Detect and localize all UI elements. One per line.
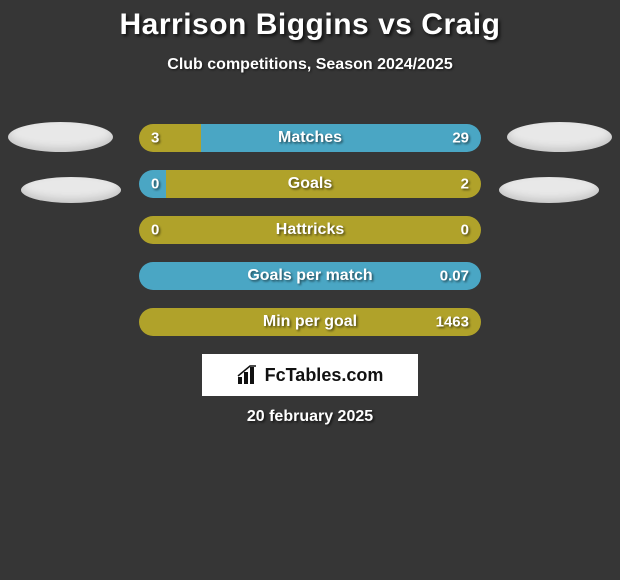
brand-logo[interactable]: FcTables.com xyxy=(202,354,418,396)
stat-label: Hattricks xyxy=(276,221,344,239)
player1-name: Harrison Biggins xyxy=(120,8,370,41)
stat-bar-goals: 0 Goals 2 xyxy=(139,170,481,198)
stats-bars: 3 Matches 29 0 Goals 2 0 Hattricks 0 Goa… xyxy=(139,124,481,354)
vs-text: vs xyxy=(378,8,412,41)
stat-left-value: 0 xyxy=(151,222,159,239)
stat-bar-hattricks: 0 Hattricks 0 xyxy=(139,216,481,244)
player1-photo-placeholder-small xyxy=(21,177,121,203)
stat-right-value: 2 xyxy=(461,176,469,193)
comparison-title: Harrison Biggins vs Craig xyxy=(0,0,620,42)
stat-label: Goals xyxy=(288,175,332,193)
stat-bar-min-per-goal: Min per goal 1463 xyxy=(139,308,481,336)
player2-name: Craig xyxy=(421,8,500,41)
player2-photo-placeholder-small xyxy=(499,177,599,203)
footer-date: 20 february 2025 xyxy=(0,408,620,426)
stat-left-value: 3 xyxy=(151,130,159,147)
stat-bar-goals-per-match: Goals per match 0.07 xyxy=(139,262,481,290)
stat-left-value: 0 xyxy=(151,176,159,193)
player2-photo-placeholder-large xyxy=(507,122,612,152)
bar-chart-icon xyxy=(237,365,259,385)
stat-label: Matches xyxy=(278,129,342,147)
stat-label: Min per goal xyxy=(263,313,357,331)
stat-left-fill xyxy=(139,124,201,152)
subtitle: Club competitions, Season 2024/2025 xyxy=(0,56,620,74)
stat-right-value: 29 xyxy=(452,130,469,147)
brand-text: FcTables.com xyxy=(265,365,384,386)
stat-right-value: 0 xyxy=(461,222,469,239)
stat-label: Goals per match xyxy=(247,267,372,285)
player1-photo-placeholder-large xyxy=(8,122,113,152)
stat-right-value: 1463 xyxy=(436,314,469,331)
stat-right-value: 0.07 xyxy=(440,268,469,285)
stat-bar-matches: 3 Matches 29 xyxy=(139,124,481,152)
